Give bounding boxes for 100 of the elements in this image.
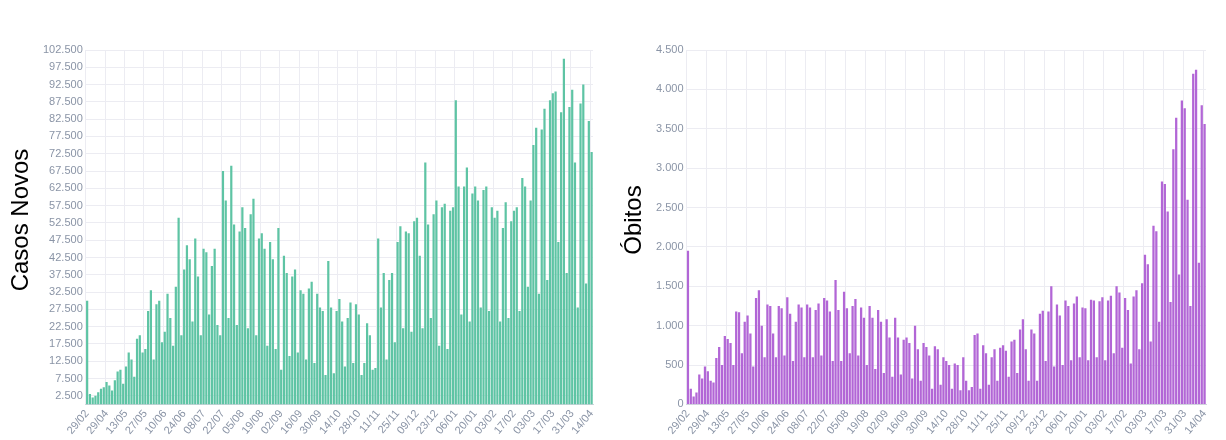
bar bbox=[158, 300, 161, 405]
bar bbox=[349, 302, 352, 405]
y-tick-label: 62.500 bbox=[49, 181, 83, 194]
bar bbox=[166, 293, 169, 405]
bar bbox=[746, 315, 749, 404]
bar bbox=[382, 273, 385, 405]
bar bbox=[1013, 339, 1016, 404]
bar bbox=[504, 202, 507, 405]
bar bbox=[698, 374, 701, 404]
bar bbox=[515, 207, 518, 405]
y-tick-label: 37.500 bbox=[49, 267, 83, 280]
y-tick-label: 97.500 bbox=[49, 60, 83, 73]
bar bbox=[399, 226, 402, 405]
bar bbox=[155, 304, 158, 405]
bar bbox=[490, 207, 493, 405]
y-tick-label: 12.500 bbox=[49, 354, 83, 367]
y-tick-label: 1.000 bbox=[656, 318, 684, 331]
bar bbox=[185, 245, 189, 405]
y-tick-label: 4.500 bbox=[656, 43, 684, 56]
y-tick-label: 2.500 bbox=[656, 200, 684, 213]
bar bbox=[268, 241, 272, 405]
y-tick-label: 4.000 bbox=[656, 82, 684, 95]
bar bbox=[562, 58, 566, 405]
bar bbox=[202, 248, 205, 405]
bar bbox=[465, 167, 468, 405]
bar bbox=[252, 198, 255, 405]
y-axis-title: Óbitos bbox=[619, 185, 647, 255]
bar bbox=[1135, 290, 1138, 404]
bar bbox=[327, 260, 330, 405]
bar bbox=[260, 233, 263, 405]
bar bbox=[1030, 329, 1033, 404]
y-tick-label: 77.500 bbox=[49, 129, 83, 142]
bar bbox=[868, 305, 871, 404]
bar bbox=[377, 238, 380, 405]
y-tick-label: 27.500 bbox=[49, 302, 83, 315]
bar bbox=[942, 357, 945, 404]
y-tick-label: 3.000 bbox=[656, 161, 684, 174]
bar bbox=[241, 207, 244, 405]
bar bbox=[277, 228, 280, 405]
bar bbox=[390, 273, 394, 405]
y-tick-label: 72.500 bbox=[49, 146, 83, 159]
bar bbox=[582, 84, 585, 405]
bar bbox=[543, 108, 546, 405]
y-tick-label: 102.500 bbox=[43, 43, 83, 56]
y-tick-label: 17.500 bbox=[49, 336, 83, 349]
y-tick-label: 52.500 bbox=[49, 215, 83, 228]
y-tick-label: 32.500 bbox=[49, 285, 83, 298]
bar bbox=[205, 252, 208, 405]
bar bbox=[321, 311, 324, 405]
bar bbox=[310, 281, 313, 405]
bar bbox=[440, 207, 444, 405]
bar bbox=[302, 293, 305, 405]
y-axis-title: Casos Novos bbox=[6, 148, 34, 292]
bar bbox=[149, 290, 153, 405]
bar bbox=[485, 186, 488, 405]
bar bbox=[177, 217, 180, 405]
bar bbox=[1101, 297, 1104, 404]
bar bbox=[535, 127, 538, 405]
y-tick-label: 57.500 bbox=[49, 198, 83, 211]
y-tick-label: 87.500 bbox=[49, 94, 83, 107]
y-tick-label: 7.500 bbox=[55, 371, 83, 384]
bar bbox=[571, 89, 574, 405]
bar bbox=[338, 298, 341, 405]
bar bbox=[108, 385, 111, 405]
bar bbox=[1064, 300, 1067, 404]
y-tick-label: 47.500 bbox=[49, 233, 83, 246]
bar bbox=[435, 200, 438, 405]
bar bbox=[454, 100, 457, 405]
y-tick-label: 500 bbox=[665, 358, 684, 371]
bar bbox=[105, 381, 108, 405]
bar bbox=[299, 290, 302, 405]
bar bbox=[512, 210, 516, 405]
bar bbox=[993, 349, 996, 404]
bar bbox=[1115, 286, 1118, 404]
bar bbox=[521, 177, 524, 405]
bar bbox=[449, 210, 452, 405]
bar bbox=[415, 217, 419, 405]
bar bbox=[482, 190, 485, 405]
y-tick-label: 1.500 bbox=[656, 279, 684, 292]
bar bbox=[834, 279, 837, 404]
bar bbox=[354, 304, 358, 405]
y-tick-label: 2.500 bbox=[55, 388, 83, 401]
bar bbox=[496, 210, 499, 405]
bar bbox=[86, 300, 89, 405]
y-tick-label: 67.500 bbox=[49, 164, 83, 177]
bar bbox=[1098, 301, 1101, 404]
bar bbox=[213, 248, 216, 405]
bar bbox=[925, 346, 928, 404]
bar bbox=[817, 303, 820, 404]
y-tick-label: 92.500 bbox=[49, 77, 83, 90]
bar bbox=[587, 120, 590, 405]
y-tick-label: 2.000 bbox=[656, 239, 684, 252]
bar bbox=[293, 269, 297, 405]
y-tick-label: 0 bbox=[677, 397, 684, 410]
bar bbox=[554, 91, 557, 405]
bar bbox=[221, 171, 225, 405]
bar bbox=[365, 323, 369, 405]
bar bbox=[1152, 225, 1155, 404]
bar bbox=[316, 293, 319, 405]
bar bbox=[424, 162, 427, 405]
